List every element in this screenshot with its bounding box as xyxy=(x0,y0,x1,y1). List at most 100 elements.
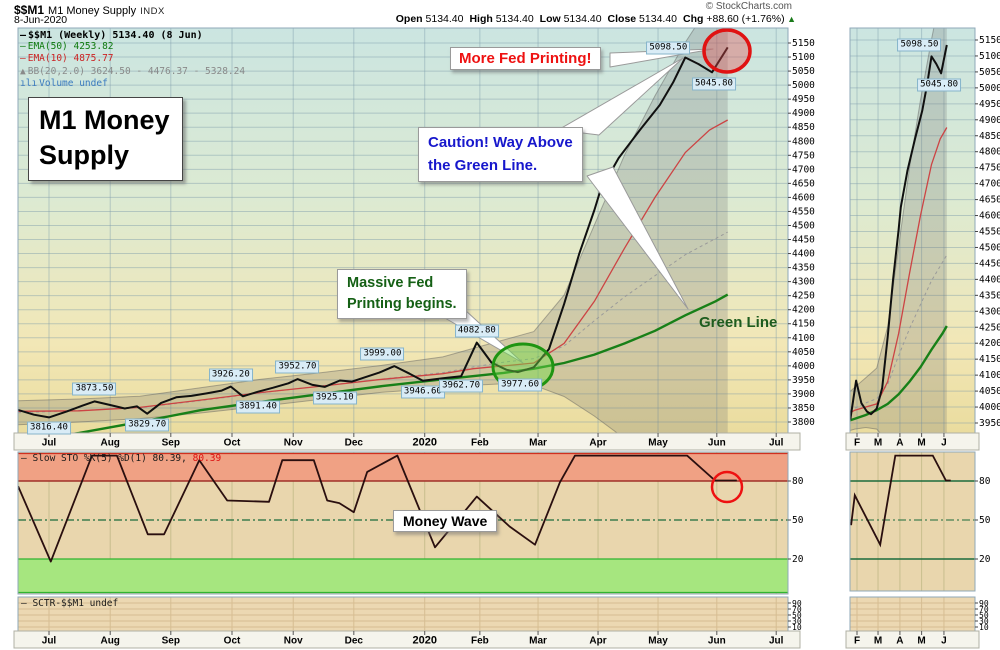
y-axis-label: 4100 xyxy=(792,333,815,344)
y-axis-label: 4500 xyxy=(979,242,1000,253)
y-axis-label: 4100 xyxy=(979,370,1000,381)
month-label: Apr xyxy=(589,438,606,449)
month-label-mini: J xyxy=(941,438,947,449)
quote-low-label: Low xyxy=(539,13,561,25)
price-label: 3952.70 xyxy=(275,360,320,374)
month-label-mini: M xyxy=(874,438,882,449)
legend-swatch-icon: — xyxy=(20,53,26,65)
y-axis-label: 3800 xyxy=(792,417,815,428)
price-label: 3829.70 xyxy=(125,418,170,432)
y-axis-label: 4800 xyxy=(792,136,815,147)
y-axis-label: 4300 xyxy=(979,306,1000,317)
sctr-axis-label: 10 xyxy=(792,623,802,632)
annotation-green-line: Green Line xyxy=(699,314,778,331)
sto-line xyxy=(18,454,737,563)
y-axis-label: 5000 xyxy=(792,80,815,91)
month-label: Jun xyxy=(708,636,726,647)
y-axis-label: 4750 xyxy=(792,150,815,161)
y-axis-label: 4150 xyxy=(979,354,1000,365)
legend-swatch-icon: ▲ xyxy=(20,65,26,77)
y-axis-label: 4650 xyxy=(979,195,1000,206)
sto-axis-label: 20 xyxy=(979,554,991,565)
y-axis-label: 4700 xyxy=(979,179,1000,190)
month-label: Oct xyxy=(224,438,241,449)
sctr-axis-label: 10 xyxy=(979,623,989,632)
x-axis-strip-mini xyxy=(845,432,980,451)
price-label: 3925.10 xyxy=(312,391,357,405)
y-axis-label: 4600 xyxy=(979,211,1000,222)
y-axis-label: 4650 xyxy=(792,178,815,189)
ema10-line xyxy=(850,127,948,414)
month-label: Feb xyxy=(471,438,489,449)
month-label: May xyxy=(648,636,668,647)
month-label: Nov xyxy=(284,438,303,449)
month-label: Jun xyxy=(708,438,726,449)
quote-line: Open 5134.40 High 5134.40 Low 5134.40 Close… xyxy=(390,13,796,25)
price-label: 3946.60 xyxy=(400,385,445,399)
month-label-mini: M xyxy=(874,636,882,647)
quote-low-value: 5134.40 xyxy=(560,13,602,25)
red-highlight-circle xyxy=(702,28,752,74)
month-label: Jul xyxy=(769,438,784,449)
annotation-more-fed-printing: More Fed Printing! xyxy=(450,47,601,70)
y-axis-label: 4950 xyxy=(792,94,815,105)
month-label: Dec xyxy=(345,438,364,449)
copyright: © StockCharts.com xyxy=(705,1,792,12)
annotation-caution: Caution! Way Above the Green Line. xyxy=(418,127,583,182)
y-axis-label: 4400 xyxy=(979,274,1000,285)
month-label-mini: F xyxy=(854,636,860,647)
sto-red-circle xyxy=(710,470,744,504)
oversold-band xyxy=(18,559,788,593)
y-axis-label: 4250 xyxy=(979,322,1000,333)
month-label: Feb xyxy=(471,636,489,647)
main-legend: — $$M1 (Weekly) 5134.40 (8 Jun) — EMA(50) 4… xyxy=(20,30,245,91)
price-line xyxy=(850,44,948,421)
legend-row: — EMA(10) 4875.77 xyxy=(20,53,245,65)
y-axis-label: 4050 xyxy=(979,386,1000,397)
month-label: Aug xyxy=(100,438,119,449)
price-label: 3962.70 xyxy=(439,379,484,393)
month-label: Sep xyxy=(162,438,180,449)
annotation-massive-fed-printing: Massive Fed Printing begins. xyxy=(337,269,467,320)
y-axis-label: 5050 xyxy=(979,67,1000,78)
quote-chg-value: +88.60 (+1.76%) xyxy=(703,13,785,25)
sctr-axis-label: 90 xyxy=(792,599,802,608)
month-label: May xyxy=(648,438,668,449)
month-label: Oct xyxy=(224,636,241,647)
y-axis-label: 5150 xyxy=(979,35,1000,46)
exchange-label: INDX xyxy=(140,6,165,17)
ema10-line xyxy=(18,119,729,412)
pointer-caution-down xyxy=(586,166,689,310)
sto-legend: — Slow STO %K(5) %D(1) 80.39, 80.39 xyxy=(21,453,221,464)
sto-axis-label: 50 xyxy=(792,515,804,526)
y-axis-label: 4900 xyxy=(979,115,1000,126)
quote-close-value: 5134.40 xyxy=(636,13,678,25)
legend-row: — $$M1 (Weekly) 5134.40 (8 Jun) xyxy=(20,30,245,41)
y-axis-label: 4050 xyxy=(792,347,815,358)
y-axis-label: 4800 xyxy=(979,147,1000,158)
y-axis-label: 4350 xyxy=(792,263,815,274)
month-label: 2020 xyxy=(412,437,436,449)
symbol-name: M1 Money Supply xyxy=(48,5,137,17)
y-axis-label: 5000 xyxy=(979,83,1000,94)
y-axis-label: 5100 xyxy=(792,52,815,63)
month-label-mini: M xyxy=(917,636,925,647)
y-axis-label: 4250 xyxy=(792,291,815,302)
header-left: $$M1 M1 Money Supply INDX xyxy=(14,1,165,19)
price-label-mini: 5098.50 xyxy=(897,38,942,52)
legend-swatch-icon: — xyxy=(20,30,27,41)
y-axis-label: 5150 xyxy=(792,38,815,49)
y-axis-label: 4850 xyxy=(792,122,815,133)
month-label-mini: M xyxy=(917,438,925,449)
month-label: Jul xyxy=(769,636,784,647)
sctr-axis-label: 30 xyxy=(979,617,989,626)
sctr-axis-label: 70 xyxy=(979,605,989,614)
sto-axis-label: 20 xyxy=(792,554,804,565)
month-label-mini: A xyxy=(896,438,903,449)
y-axis-label: 4850 xyxy=(979,131,1000,142)
month-label: Jul xyxy=(42,438,57,449)
month-label: Mar xyxy=(529,636,547,647)
y-axis-label: 4000 xyxy=(979,402,1000,413)
